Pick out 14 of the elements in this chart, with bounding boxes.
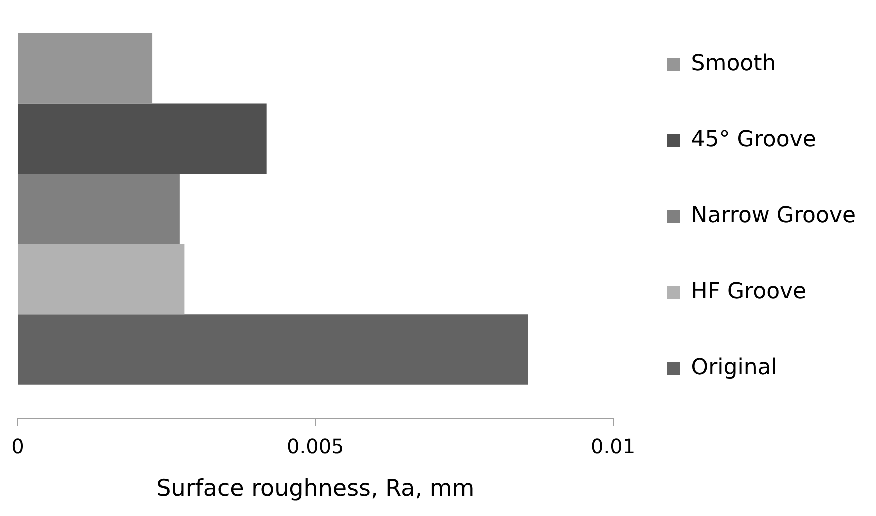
legend-label: Smooth <box>691 52 776 77</box>
bar <box>18 314 528 385</box>
x-tick-label: 0 <box>12 434 24 459</box>
legend-label: 45° Groove <box>691 128 816 153</box>
x-tick-label: 0.01 <box>591 434 636 459</box>
bar <box>18 104 267 174</box>
bar <box>18 244 185 315</box>
bar <box>18 174 180 244</box>
legend-label: HF Groove <box>691 280 807 305</box>
x-axis-title: Surface roughness, Ra, mm <box>156 476 475 502</box>
bar <box>18 33 153 104</box>
legend-label: Narrow Groove <box>691 204 856 229</box>
x-tick-label: 0.005 <box>287 434 344 459</box>
legend-label: Original <box>691 356 778 381</box>
